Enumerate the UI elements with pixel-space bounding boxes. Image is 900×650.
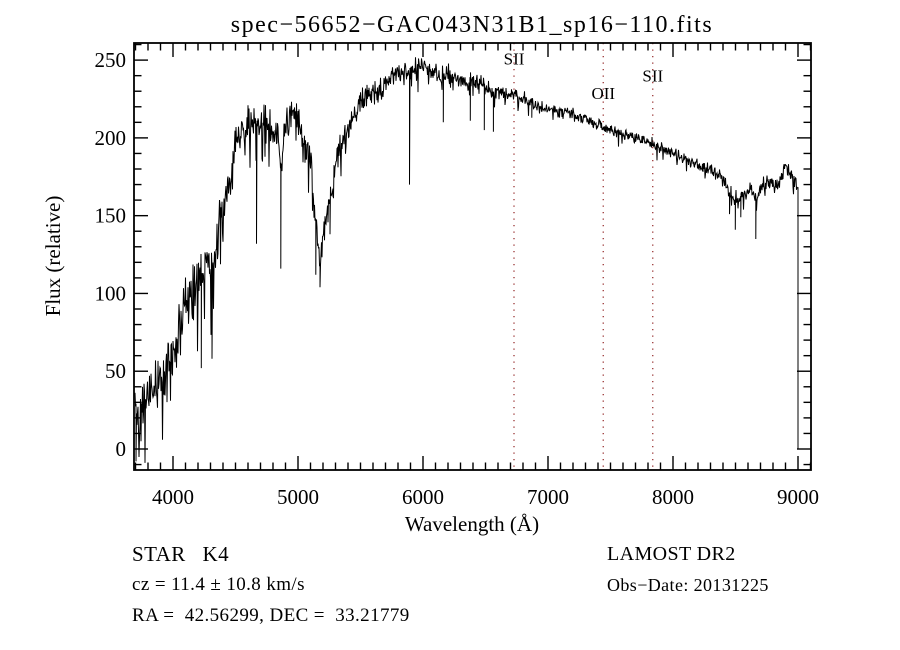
y-tick-label: 200: [95, 126, 127, 150]
y-tick-label: 0: [116, 437, 127, 461]
y-tick-label: 50: [105, 359, 126, 383]
x-tick-label: 8000: [652, 485, 694, 509]
marker-label-sii: SII: [642, 67, 663, 86]
x-tick-label: 7000: [527, 485, 569, 509]
y-tick-label: 250: [95, 48, 127, 72]
survey-label: LAMOST DR2: [607, 543, 736, 565]
spectrum-line: [134, 57, 799, 463]
cz-velocity-label: cz = 11.4 ± 10.8 km/s: [132, 574, 305, 595]
y-axis-label: Flux (relative): [41, 196, 65, 317]
plot-title: spec−56652−GAC043N31B1_sp16−110.fits: [231, 12, 713, 38]
y-tick-label: 100: [95, 281, 127, 305]
x-tick-label: 4000: [152, 485, 194, 509]
x-tick-label: 6000: [402, 485, 444, 509]
plot-frame: [133, 42, 812, 471]
obs-date-label: Obs−Date: 20131225: [607, 575, 769, 595]
x-tick-label: 5000: [277, 485, 319, 509]
x-axis-label: Wavelength (Å): [405, 512, 539, 536]
y-tick-label: 150: [95, 204, 127, 228]
marker-label-sii: SII: [504, 50, 525, 69]
ra-dec-label: RA = 42.56299, DEC = 33.21779: [132, 605, 410, 626]
x-tick-label: 9000: [777, 485, 819, 509]
object-class-label: STAR K4: [132, 542, 230, 566]
marker-label-oii: OII: [591, 84, 615, 103]
